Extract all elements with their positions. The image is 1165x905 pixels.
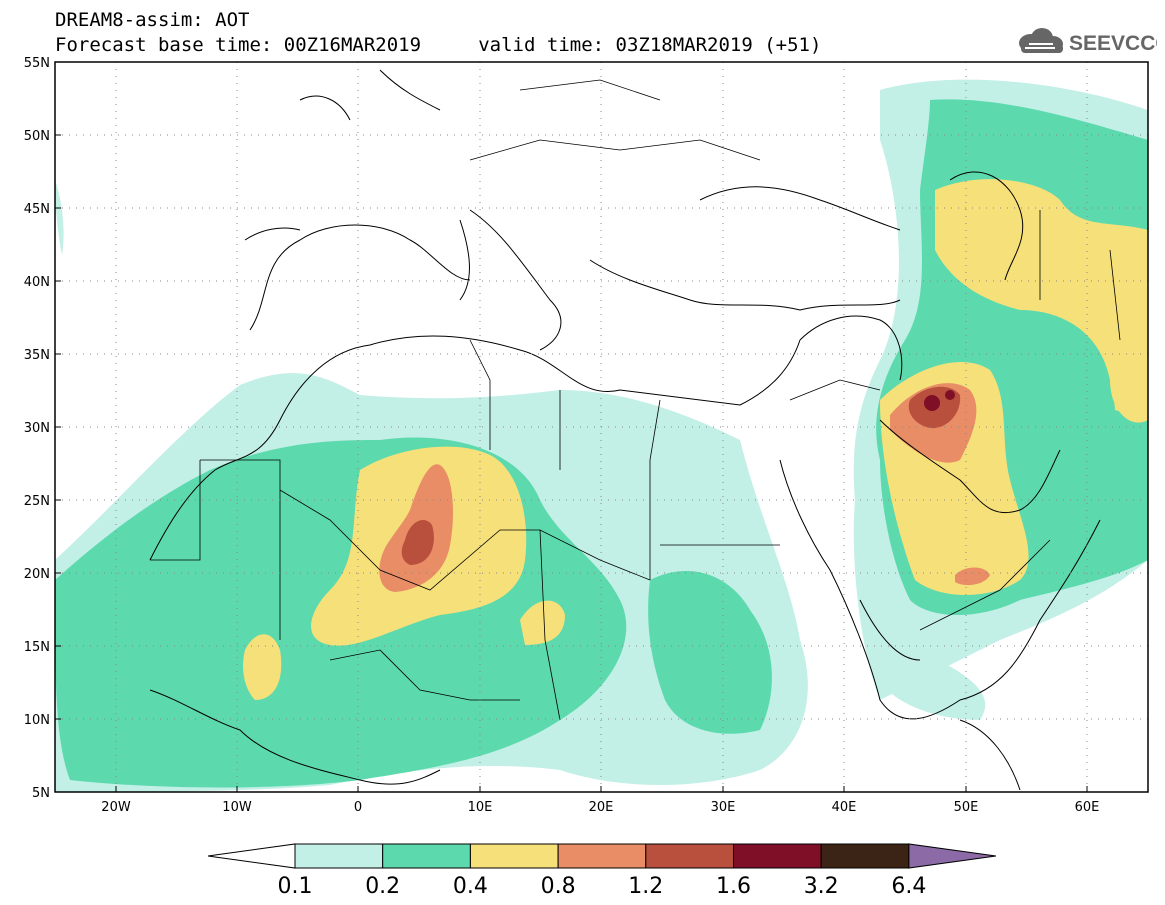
colorbar-label: 3.2	[804, 874, 839, 899]
logo-text: SEEVCCC	[1069, 32, 1157, 55]
coastlines	[149, 69, 1101, 791]
lat-label: 5N	[32, 786, 50, 801]
axis-ticks	[55, 61, 1088, 792]
colorbar-label: 0.8	[541, 874, 576, 899]
colorbar-label: 0.2	[365, 874, 400, 899]
lon-label: 20E	[589, 800, 614, 815]
colorbar-label: 1.2	[628, 874, 663, 899]
latitude-labels: 55N 50N 45N 40N 35N 30N 25N 20N 15N 10N …	[24, 56, 50, 801]
colorbar-label: 0.4	[453, 874, 488, 899]
lat-label: 20N	[24, 567, 50, 582]
colorbar-label: 1.6	[716, 874, 751, 899]
lon-label: 10E	[468, 800, 493, 815]
lat-label: 10N	[24, 713, 50, 728]
lon-label: 0	[354, 800, 362, 815]
colorbar-segment	[469, 843, 559, 869]
colorbar-label: 6.4	[891, 874, 926, 899]
seevccc-logo: SEEVCCC	[1019, 28, 1157, 55]
colorbar-segment	[645, 843, 734, 869]
lat-label: 25N	[24, 494, 50, 509]
graticule	[55, 62, 1148, 792]
lat-label: 30N	[24, 421, 50, 436]
colorbar-segment	[382, 843, 471, 869]
lat-label: 15N	[24, 640, 50, 655]
lon-label: 10W	[222, 800, 252, 815]
colorbar-high-arrow	[908, 843, 996, 869]
aot-field	[55, 79, 1148, 792]
lat-label: 40N	[24, 275, 50, 290]
colorbar-segment	[557, 843, 647, 869]
map-title: DREAM8-assim: AOT	[55, 9, 250, 31]
lon-label: 40E	[832, 800, 857, 815]
forecast-time-subtitle: Forecast base time: 00Z16MAR2019 valid t…	[55, 34, 822, 56]
lat-label: 55N	[24, 56, 50, 71]
longitude-labels: 20W 10W 0 10E 20E 30E 40E 50E 60E	[101, 800, 1099, 815]
lat-label: 50N	[24, 129, 50, 144]
lat-label: 45N	[24, 202, 50, 217]
colorbar-segment	[294, 843, 384, 869]
colorbar-segment	[820, 843, 910, 869]
colorbar-label: 0.1	[278, 874, 313, 899]
lon-label: 50E	[954, 800, 979, 815]
lat-label: 35N	[24, 348, 50, 363]
lon-label: 20W	[101, 800, 131, 815]
colorbar-low-arrow	[207, 843, 296, 869]
lon-label: 60E	[1075, 800, 1100, 815]
colorbar-segment	[733, 843, 822, 869]
lon-label: 30E	[711, 800, 736, 815]
